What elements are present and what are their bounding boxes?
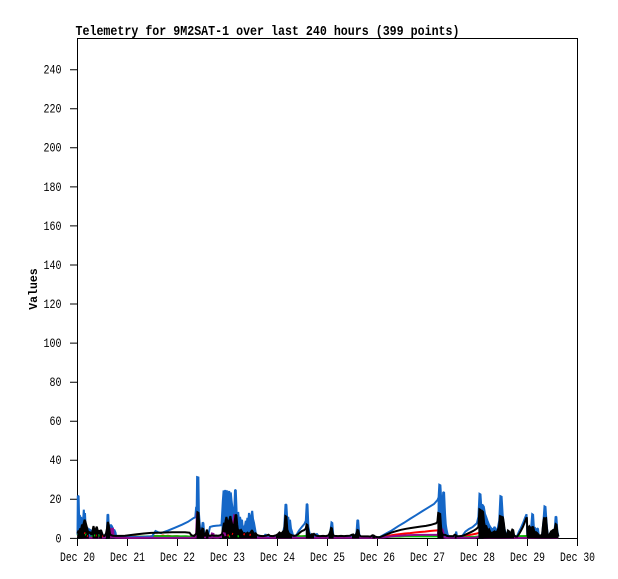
- svg-text:160: 160: [44, 219, 62, 234]
- svg-text:120: 120: [44, 297, 62, 312]
- svg-text:Dec 22: Dec 22: [160, 550, 195, 565]
- svg-text:Dec 29: Dec 29: [510, 550, 545, 565]
- svg-text:Dec 24: Dec 24: [260, 550, 295, 565]
- svg-text:Dec 25: Dec 25: [310, 550, 345, 565]
- svg-text:Dec 21: Dec 21: [110, 550, 145, 565]
- svg-text:0: 0: [56, 531, 62, 546]
- svg-text:Dec 20: Dec 20: [60, 550, 95, 565]
- svg-text:Dec 26: Dec 26: [360, 550, 395, 565]
- svg-text:Dec 28: Dec 28: [460, 550, 495, 565]
- svg-text:Telemetry for 9M2SAT-1 over la: Telemetry for 9M2SAT-1 over last 240 hou…: [76, 24, 460, 40]
- svg-text:240: 240: [44, 63, 62, 78]
- svg-text:100: 100: [44, 336, 62, 351]
- svg-text:Dec 27: Dec 27: [410, 550, 445, 565]
- svg-text:Dec 30: Dec 30: [560, 550, 595, 565]
- svg-text:60: 60: [50, 414, 62, 429]
- svg-text:40: 40: [50, 453, 62, 468]
- svg-text:220: 220: [44, 102, 62, 117]
- svg-text:200: 200: [44, 141, 62, 156]
- svg-text:Values: Values: [28, 268, 41, 310]
- svg-text:20: 20: [50, 492, 62, 507]
- svg-text:140: 140: [44, 258, 62, 273]
- svg-text:80: 80: [50, 375, 62, 390]
- svg-text:Dec 23: Dec 23: [210, 550, 245, 565]
- svg-text:180: 180: [44, 180, 62, 195]
